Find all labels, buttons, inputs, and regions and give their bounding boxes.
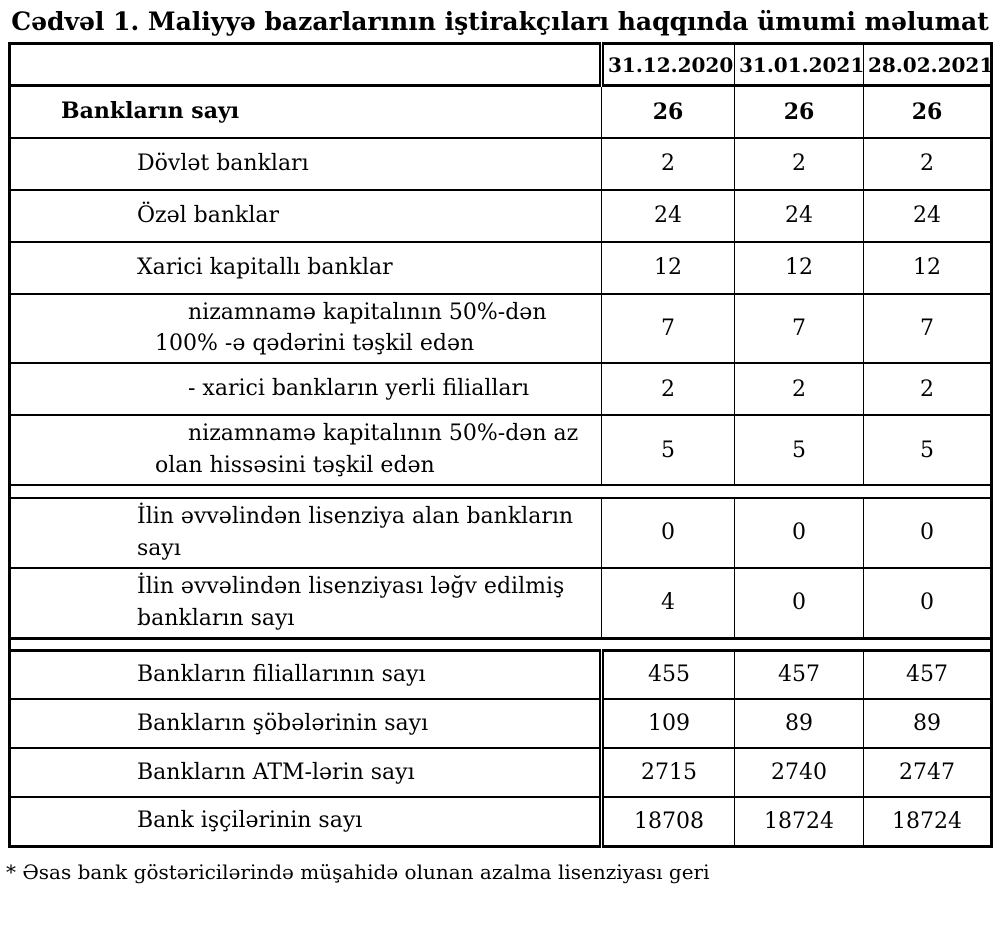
- table-row: Bankların sayı 26 26 26: [9, 84, 992, 138]
- section-divider-cell: [9, 636, 992, 652]
- value-cell: 2: [601, 136, 735, 190]
- value-cell: 26: [601, 84, 735, 138]
- row-label: İlin əvvəlindən lisenziya alan bankların…: [9, 497, 602, 568]
- table-row: nizamnamə kapitalının 50%-dən 100% -ə qəd…: [9, 292, 992, 364]
- value-cell: 24: [863, 188, 992, 242]
- column-header-date-1: 31.12.2020: [599, 43, 735, 87]
- row-label: - xarici bankların yerli filialları: [9, 362, 602, 416]
- value-cell: 109: [599, 698, 735, 749]
- row-label: Bankların filiallarının sayı: [9, 649, 602, 700]
- column-header-date-2: 31.01.2021: [734, 43, 864, 87]
- value-cell: 2: [863, 362, 992, 416]
- table-header: 31.12.2020 31.01.2021 28.02.2021: [9, 43, 993, 87]
- value-cell: 5: [601, 414, 735, 486]
- value-cell: 0: [601, 497, 735, 568]
- table-row: Bankların şöbələrinin sayı 109 89 89: [9, 698, 992, 749]
- value-cell: 2715: [599, 747, 735, 798]
- section-divider: [9, 636, 992, 652]
- value-cell: 0: [863, 497, 992, 568]
- value-cell: 12: [863, 240, 992, 294]
- column-header-date-3: 28.02.2021: [863, 43, 993, 87]
- row-label: Bank işçilərinin sayı: [9, 796, 602, 847]
- spacer-cell: [9, 484, 992, 500]
- value-cell: 89: [734, 698, 864, 749]
- row-label: Xarici kapitallı banklar: [9, 240, 602, 294]
- value-cell: 0: [734, 566, 864, 639]
- table-row: İlin əvvəlindən lisenziya alan bankların…: [9, 497, 992, 568]
- spacer-row: [9, 484, 992, 500]
- value-cell: 26: [863, 84, 992, 138]
- value-cell: 2: [863, 136, 992, 190]
- section-divider-row: [9, 636, 992, 652]
- table-row: İlin əvvəlindən lisenziyası ləğv edilmiş…: [9, 566, 992, 639]
- table-row: Xarici kapitallı banklar 12 12 12: [9, 240, 992, 294]
- footnote: * Əsas bank göstəricilərində müşahidə ol…: [6, 859, 710, 884]
- value-cell: 2: [734, 362, 864, 416]
- section-banks: Bankların sayı 26 26 26 Dövlət bankları 2 2 2 Öz…: [9, 84, 992, 639]
- value-cell: 2740: [734, 747, 864, 798]
- table-row: - xarici bankların yerli filialları 2 2 2: [9, 362, 992, 416]
- value-cell: 457: [863, 649, 992, 700]
- value-cell: 18724: [734, 796, 864, 847]
- value-cell: 0: [734, 497, 864, 568]
- value-cell: 455: [599, 649, 735, 700]
- value-cell: 7: [601, 292, 735, 364]
- table-row: Özəl banklar 24 24 24: [9, 188, 992, 242]
- value-cell: 2: [601, 362, 735, 416]
- corner-cell: [9, 43, 602, 87]
- table-row: Dövlət bankları 2 2 2: [9, 136, 992, 190]
- row-label: Bankların sayı: [9, 84, 602, 138]
- table-title: Cədvəl 1. Maliyyə bazarlarının iştirakçı…: [11, 7, 989, 36]
- value-cell: 89: [863, 698, 992, 749]
- value-cell: 457: [734, 649, 864, 700]
- row-label: Özəl banklar: [9, 188, 602, 242]
- value-cell: 0: [863, 566, 992, 639]
- row-label: İlin əvvəlindən lisenziyası ləğv edilmiş…: [9, 566, 602, 639]
- value-cell: 12: [734, 240, 864, 294]
- value-cell: 2: [734, 136, 864, 190]
- row-label: nizamnamə kapitalının 50%-dən az olan his…: [9, 414, 602, 486]
- table-row: Bankların ATM-lərin sayı 2715 2740 2747: [9, 747, 992, 798]
- value-cell: 5: [863, 414, 992, 486]
- table-row: nizamnamə kapitalının 50%-dən az olan his…: [9, 414, 992, 486]
- value-cell: 18708: [599, 796, 735, 847]
- value-cell: 24: [734, 188, 864, 242]
- value-cell: 18724: [863, 796, 992, 847]
- value-cell: 24: [601, 188, 735, 242]
- value-cell: 26: [734, 84, 864, 138]
- row-label: Dövlət bankları: [9, 136, 602, 190]
- value-cell: 7: [863, 292, 992, 364]
- table-row: Bank işçilərinin sayı 18708 18724 18724: [9, 796, 992, 847]
- value-cell: 7: [734, 292, 864, 364]
- row-label: Bankların ATM-lərin sayı: [9, 747, 602, 798]
- row-label: nizamnamə kapitalının 50%-dən 100% -ə qəd…: [9, 292, 602, 364]
- value-cell: 2747: [863, 747, 992, 798]
- header-row: 31.12.2020 31.01.2021 28.02.2021: [9, 43, 993, 87]
- row-label: Bankların şöbələrinin sayı: [9, 698, 602, 749]
- section-infrastructure: Bankların filiallarının sayı 455 457 457 Ban…: [9, 649, 992, 847]
- financial-participants-table: 31.12.2020 31.01.2021 28.02.2021 Banklar…: [8, 42, 993, 848]
- table-row: Bankların filiallarının sayı 455 457 457: [9, 649, 992, 700]
- value-cell: 5: [734, 414, 864, 486]
- value-cell: 12: [601, 240, 735, 294]
- value-cell: 4: [601, 566, 735, 639]
